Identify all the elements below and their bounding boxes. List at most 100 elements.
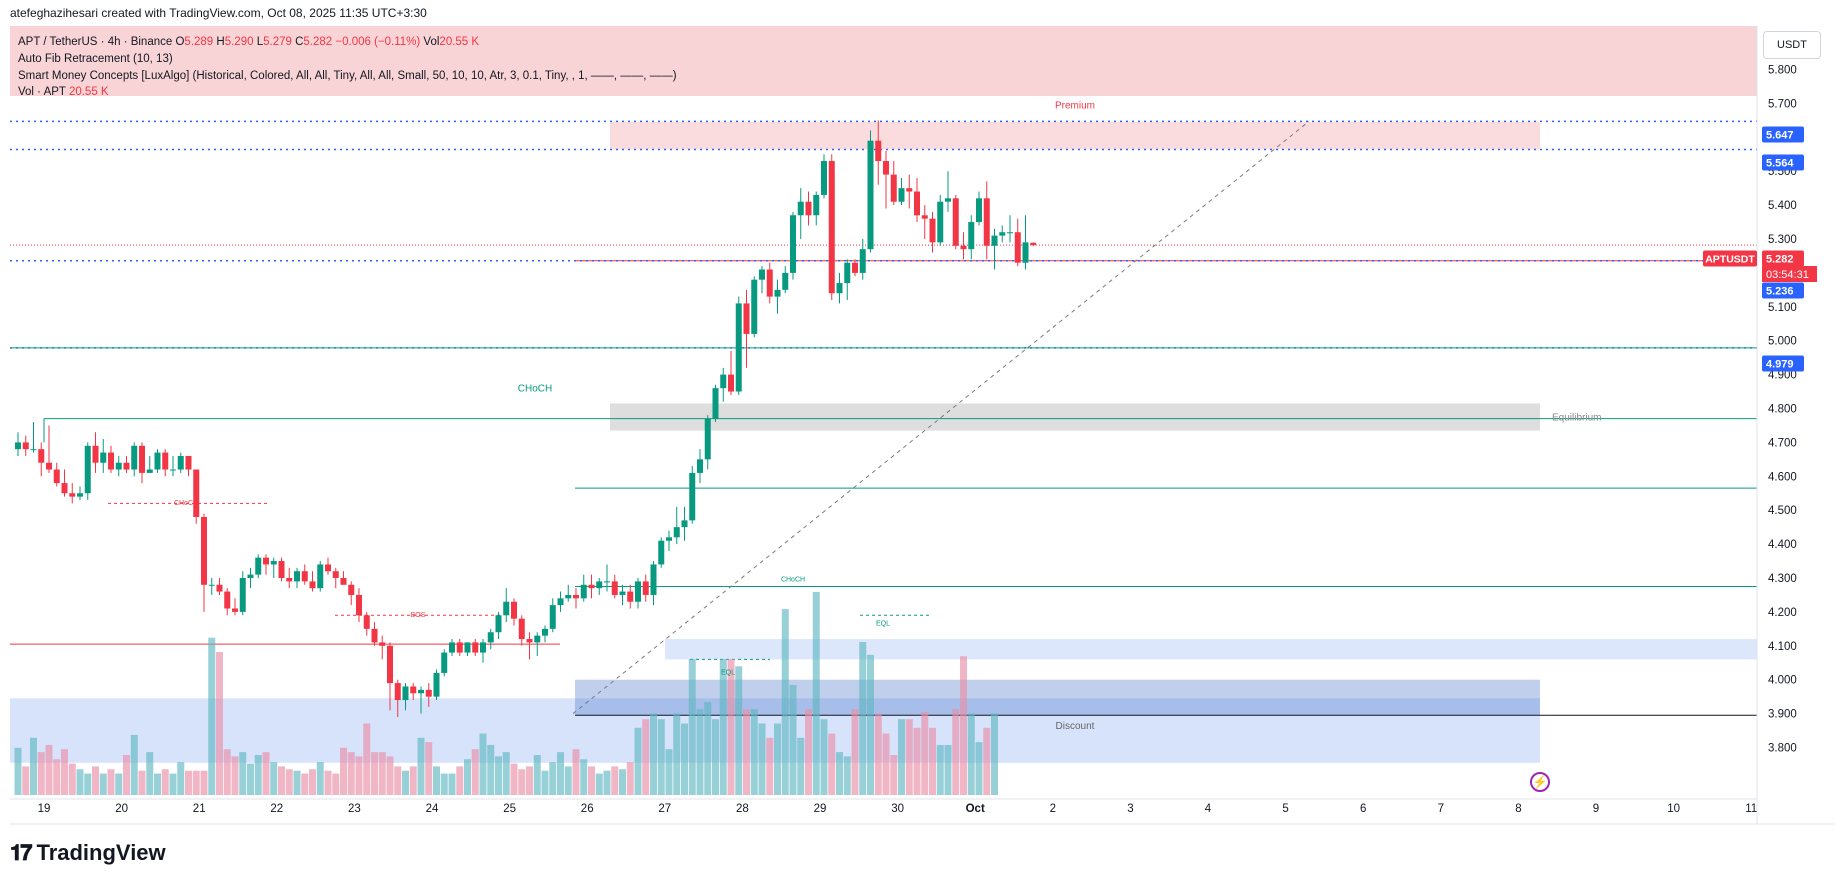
volume-bar [890,754,898,795]
volume-bar [967,713,975,795]
zone-equilibrium [610,403,1540,431]
candle-body [673,527,680,538]
candle-body [720,374,727,389]
annotation-label: CHoCH [174,500,198,507]
volume-bar [92,766,99,795]
countdown-label: 03:54:31 [1766,269,1809,281]
candle-body [441,652,448,673]
volume-bar [564,766,572,795]
candle-body [371,628,378,643]
volume-bar [797,737,805,795]
candle-body [542,628,548,636]
volume-bar [84,773,92,795]
candle-body [356,594,362,616]
legend-o-label: O [175,36,185,48]
x-tick-label: 7 [1438,803,1444,815]
x-tick-label: 26 [581,803,594,815]
annotation-label: EQL [721,670,735,677]
volume-bar [216,652,223,795]
candle-body [46,462,52,470]
volume-bar [588,766,595,795]
candle-body [844,262,851,284]
volume-bar [913,727,921,795]
candle-body [270,561,277,565]
x-tick-label: 6 [1360,803,1366,815]
volume-bar [332,773,340,795]
annotation-label: CHoCH [781,576,805,583]
tradingview-mark-icon: 𝟏𝟕 [10,840,33,865]
candle-body [914,191,920,216]
legend-symbol: APT / TetherUS · 4h · Binance [18,36,173,48]
candle-body [937,201,944,243]
volume-bar [123,754,130,795]
volume-bar [735,666,743,795]
y-tick-label: 5.800 [1768,65,1797,77]
volume-bar [595,773,603,795]
volume-bar [270,762,278,795]
volume-bar [828,733,836,795]
volume-bar [502,752,510,795]
x-tick-label: 3 [1127,803,1133,815]
volume-bar [936,744,944,795]
volume-bar [14,747,22,795]
volume-bar [526,766,533,795]
volume-bar [518,769,526,795]
candle-body [115,462,122,470]
candle-body [15,442,21,450]
candle-body [53,469,60,484]
volume-bar [743,709,750,795]
candle-body [821,161,827,195]
symbol-tag-bg [1703,250,1757,267]
volume-bar [929,727,936,795]
candle-body [743,303,750,334]
candle-body [100,452,107,463]
volume-bar [533,754,541,795]
volume-bar [371,752,378,795]
volume-bar [154,773,161,795]
legend-indicator-fib[interactable]: Auto Fib Retracement (10, 13) [18,53,173,65]
candle-body [456,642,463,653]
legend-indicator-smc[interactable]: Smart Money Concepts [LuxAlgo] (Historic… [18,70,677,82]
candle-body [309,581,316,589]
candle-body [487,632,494,643]
x-tick-label: 25 [503,803,516,815]
price-tag-bg [1762,250,1804,267]
currency-button[interactable]: USDT [1763,31,1821,59]
candle-body [208,584,215,586]
volume-bar [53,759,61,795]
x-tick-label: 9 [1593,803,1599,815]
volume-bar [409,766,417,795]
candle-body [1030,242,1037,246]
price-tag-label: 4.979 [1766,359,1794,371]
volume-bar [712,719,719,795]
volume-bar [208,637,216,795]
volume-bar [448,773,456,795]
volume-bar [836,752,843,795]
zone-label-premium: Premium [1055,100,1095,111]
x-tick-label: 4 [1205,803,1212,815]
x-tick-label: 24 [426,803,439,815]
y-tick-label: 4.300 [1768,573,1797,585]
lightning-icon[interactable]: ⚡ [1530,772,1550,792]
candle-body [418,689,424,694]
x-tick-label: 21 [193,803,206,815]
candle-body [976,198,982,223]
candle-body [425,689,432,697]
volume-bar [363,723,371,795]
volume-bar [882,733,890,795]
candle-body [394,683,401,701]
candle-body [991,235,998,246]
volume-bar [301,773,309,795]
candle-body [84,445,91,494]
volume-bar [642,719,650,795]
candle-body [580,584,587,599]
x-tick-label: 2 [1050,803,1056,815]
legend-indicator-vol[interactable]: Vol · APT 20.55 K [18,86,109,98]
volume-bar [293,770,301,795]
candle-body [139,445,145,473]
volume-bar [727,659,735,795]
candle-body [387,645,393,684]
candle-body [410,686,417,694]
candle-body [1007,232,1013,234]
